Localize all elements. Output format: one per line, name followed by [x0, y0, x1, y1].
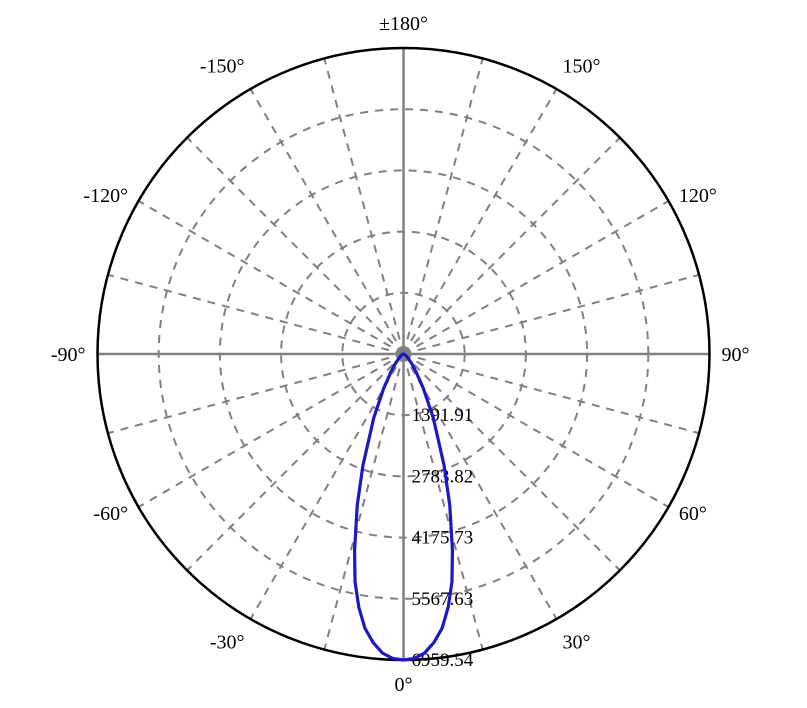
- grid-spoke: [324, 354, 403, 650]
- grid-spoke: [187, 138, 403, 354]
- angle-tick-label: 0°: [395, 674, 413, 696]
- grid-spoke: [138, 201, 403, 354]
- angle-tick-label: ±180°: [379, 13, 428, 35]
- grid-spoke: [251, 89, 404, 354]
- angle-tick-label: 150°: [563, 56, 601, 78]
- radial-tick-label: 4175.73: [412, 528, 474, 549]
- grid-spoke: [324, 58, 403, 354]
- grid-spoke: [187, 354, 403, 570]
- grid-spoke: [138, 354, 403, 507]
- angle-tick-label: -120°: [83, 185, 128, 207]
- angle-tick-label: -150°: [200, 56, 245, 78]
- grid-spoke: [404, 138, 620, 354]
- grid-spoke: [404, 58, 483, 354]
- angle-tick-label: 30°: [563, 631, 591, 653]
- grid-spoke: [108, 354, 404, 433]
- angle-tick-label: -90°: [51, 344, 86, 366]
- angle-tick-label: -60°: [93, 503, 128, 525]
- angle-tick-label: -30°: [210, 631, 245, 653]
- angle-tick-label: 60°: [679, 503, 707, 525]
- angle-tick-label: 90°: [722, 344, 750, 366]
- radial-labels: 1391.91 2783.82 4175.73 5567.63 6959.54: [412, 405, 474, 671]
- polar-chart: 1391.91 2783.82 4175.73 5567.63 6959.54 ±180°…: [0, 0, 807, 708]
- radial-tick-label: 1391.91: [412, 405, 474, 426]
- grid-spoke: [404, 89, 557, 354]
- grid-spoke: [404, 275, 700, 354]
- radial-tick-label: 5567.63: [412, 589, 474, 610]
- angle-tick-label: 120°: [679, 185, 717, 207]
- grid-spoke: [108, 275, 404, 354]
- radial-tick-label: 6959.54: [412, 650, 474, 671]
- radial-tick-label: 2783.82: [412, 466, 474, 487]
- grid-spoke: [404, 201, 669, 354]
